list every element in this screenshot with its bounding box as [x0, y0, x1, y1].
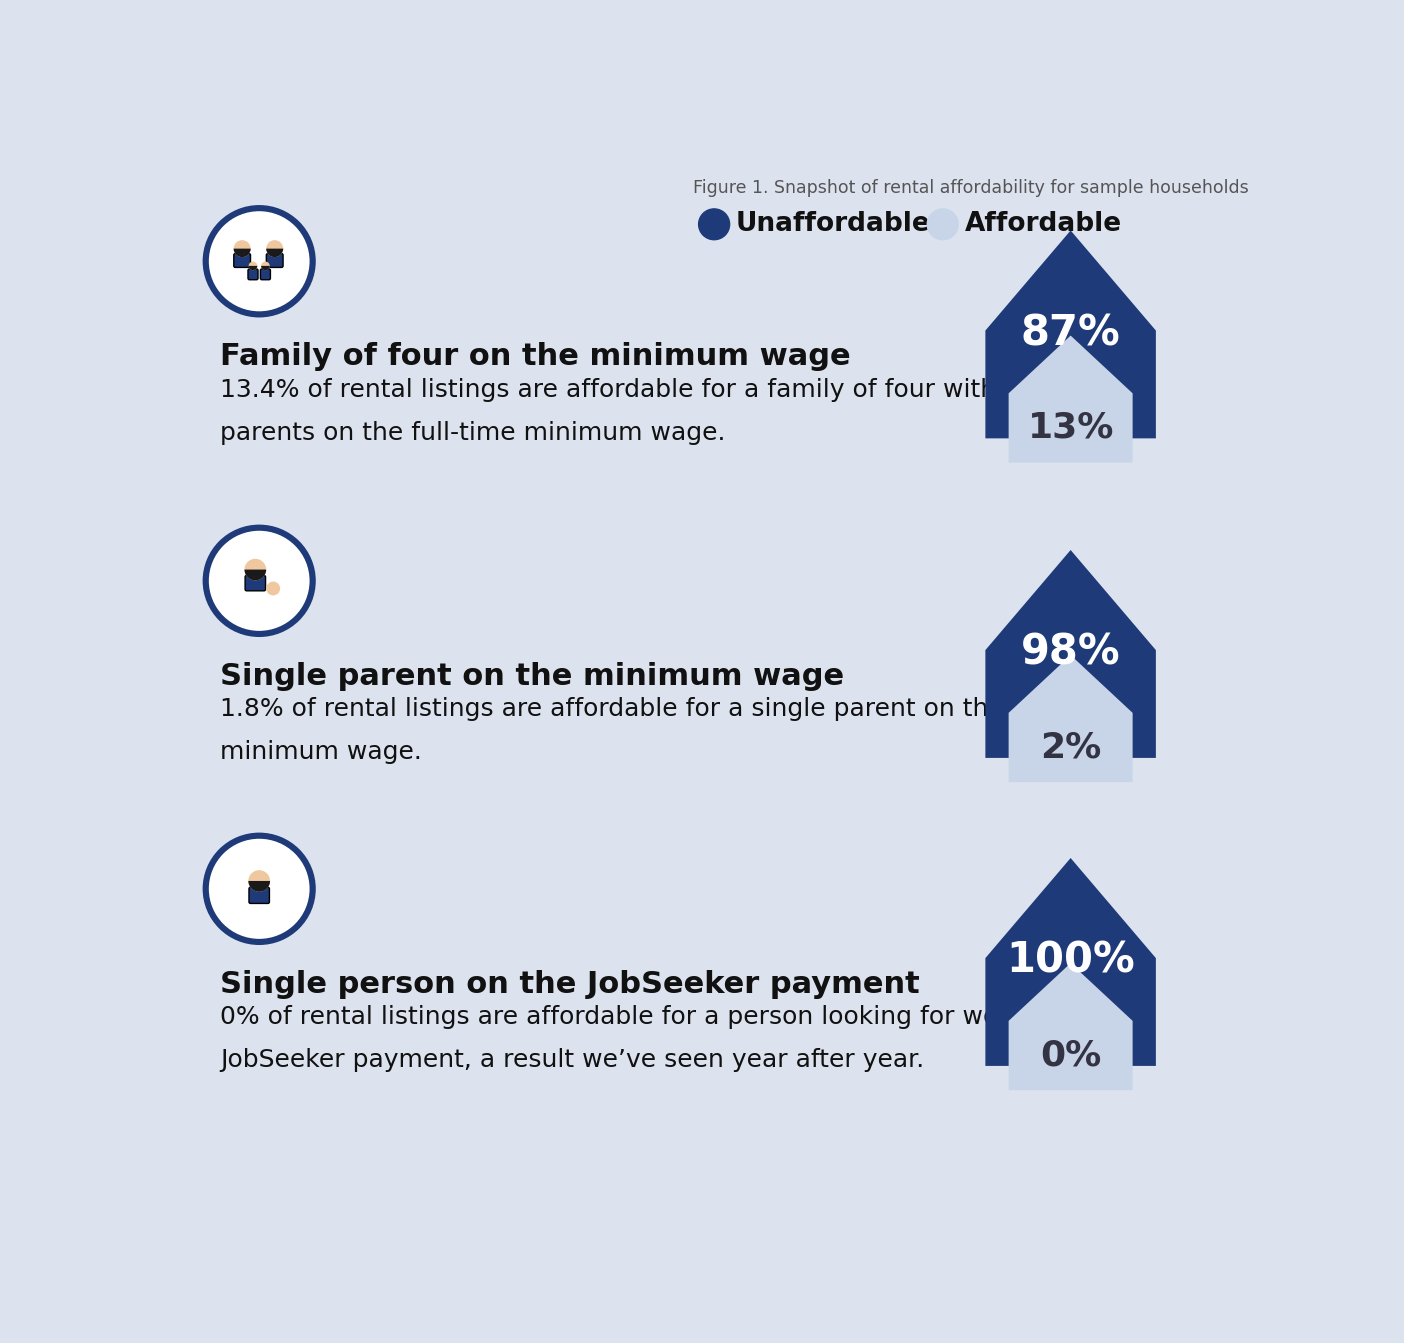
FancyBboxPatch shape	[267, 254, 284, 267]
Text: 87%: 87%	[1021, 312, 1120, 355]
Text: Family of four on the minimum wage: Family of four on the minimum wage	[220, 342, 851, 371]
Text: 0%: 0%	[1040, 1038, 1101, 1073]
FancyBboxPatch shape	[246, 575, 265, 591]
Text: Unaffordable: Unaffordable	[736, 211, 931, 238]
Circle shape	[244, 559, 267, 580]
Text: 1.8% of rental listings are affordable for a single parent on the full-time
mini: 1.8% of rental listings are affordable f…	[220, 697, 1116, 764]
Circle shape	[267, 240, 284, 257]
FancyBboxPatch shape	[249, 888, 270, 904]
Text: 0% of rental listings are affordable for a person looking for work on the
JobSee: 0% of rental listings are affordable for…	[220, 1005, 1112, 1072]
Circle shape	[927, 210, 959, 239]
Text: 2%: 2%	[1040, 731, 1101, 764]
Polygon shape	[1008, 655, 1133, 782]
Text: Affordable: Affordable	[965, 211, 1122, 238]
Wedge shape	[267, 248, 284, 257]
Wedge shape	[249, 881, 270, 892]
Circle shape	[249, 262, 257, 270]
Circle shape	[202, 525, 316, 637]
Text: 100%: 100%	[1007, 940, 1134, 982]
Text: Single parent on the minimum wage: Single parent on the minimum wage	[220, 662, 845, 690]
Circle shape	[267, 582, 281, 595]
Text: Single person on the JobSeeker payment: Single person on the JobSeeker payment	[220, 970, 920, 999]
Text: 98%: 98%	[1021, 631, 1120, 674]
Wedge shape	[233, 248, 251, 257]
Wedge shape	[244, 569, 267, 580]
FancyBboxPatch shape	[234, 254, 250, 267]
Polygon shape	[986, 551, 1155, 757]
Polygon shape	[1008, 336, 1133, 462]
Text: 13.4% of rental listings are affordable for a family of four with two
parents on: 13.4% of rental listings are affordable …	[220, 377, 1050, 445]
Circle shape	[209, 211, 309, 312]
Text: 13%: 13%	[1028, 411, 1113, 445]
Circle shape	[209, 839, 309, 939]
Circle shape	[202, 205, 316, 317]
Wedge shape	[261, 266, 270, 270]
Polygon shape	[986, 231, 1155, 438]
Circle shape	[261, 262, 270, 270]
Text: Figure 1. Snapshot of rental affordability for sample households: Figure 1. Snapshot of rental affordabili…	[694, 179, 1250, 197]
Circle shape	[202, 833, 316, 945]
Circle shape	[233, 240, 251, 257]
Polygon shape	[986, 858, 1155, 1066]
Wedge shape	[249, 266, 257, 270]
Circle shape	[699, 210, 730, 239]
Polygon shape	[1008, 963, 1133, 1091]
Circle shape	[249, 870, 270, 892]
Circle shape	[209, 530, 309, 631]
FancyBboxPatch shape	[249, 269, 258, 279]
FancyBboxPatch shape	[260, 269, 271, 279]
